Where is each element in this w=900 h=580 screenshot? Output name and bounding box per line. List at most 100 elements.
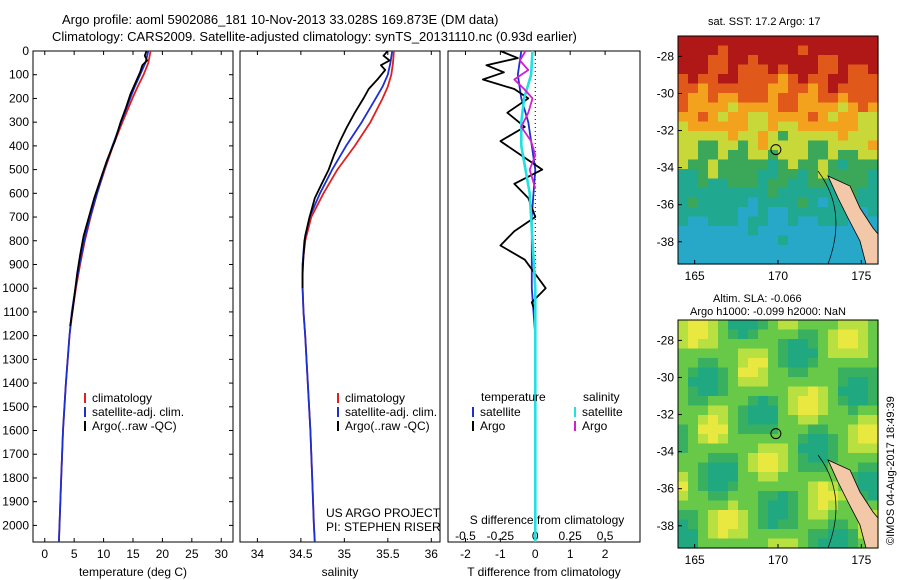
sla-map-cell [688, 415, 699, 426]
sla-map-cell [778, 434, 789, 445]
sst-map-cell [788, 36, 799, 47]
sst-map-cell [688, 55, 699, 66]
sla-map-cell [688, 529, 699, 540]
sla-map-cell [728, 339, 739, 350]
salinity-x-label: 34 [251, 547, 265, 561]
sst-map-cell [678, 188, 689, 199]
sla-map-cell [828, 386, 839, 397]
sst-map-cell [678, 74, 689, 85]
sst-map-cell [778, 64, 789, 75]
sla-map-cell [818, 472, 829, 483]
sst-map-cell [748, 64, 759, 75]
sla-map-cell [678, 415, 689, 426]
sla-map-cell [838, 339, 849, 350]
sla-map-cell [768, 415, 779, 426]
sla-map-cell [718, 529, 729, 540]
temperature-x-label: 0 [41, 547, 48, 561]
sla-map-cell [798, 320, 809, 331]
sla-map-cell [788, 415, 799, 426]
sst-map-cell [828, 235, 839, 246]
sla-map-cell [858, 481, 869, 492]
sla-map-cell [818, 424, 829, 435]
sla-map-cell [808, 358, 819, 369]
sla-map-cell [718, 329, 729, 340]
sst-map-cell [848, 169, 859, 180]
sla-map-cell [728, 377, 739, 388]
sla-map-cell [858, 367, 869, 378]
sst-map-cell [798, 64, 809, 75]
sla-map-cell [748, 453, 759, 464]
sla-map-cell [828, 529, 839, 540]
sla-map-cell [738, 320, 749, 331]
sla-map-title-1: Altim. SLA: -0.066 [713, 293, 802, 305]
sst-map-cell [788, 45, 799, 56]
sst-map-cell [678, 64, 689, 75]
sla-map-cell [758, 329, 769, 340]
sst-map-cell [758, 74, 769, 85]
sst-map-cell [848, 93, 859, 104]
sst-map-cell [798, 216, 809, 227]
sla-map-cell [758, 443, 769, 454]
sst-map-cell [778, 150, 789, 161]
sst-map-cell [728, 74, 739, 85]
sst-map-cell [818, 216, 829, 227]
salinity-line-2 [301, 50, 391, 289]
sla-map-cell [848, 339, 859, 350]
sst-map-cell [808, 197, 819, 208]
sla-map-cell [788, 462, 799, 473]
sst-map-cell [688, 83, 699, 94]
sst-map-cell [788, 83, 799, 94]
sla-map-cell [768, 519, 779, 530]
sla-map-cell [848, 396, 859, 407]
sla-map-cell [778, 443, 789, 454]
sla-map-cell [778, 367, 789, 378]
sla-map-cell [838, 329, 849, 340]
depth-tick-label: 1300 [2, 352, 29, 366]
sst-map-cell [838, 235, 849, 246]
sla-map-cell [868, 348, 879, 359]
sst-map-cell [758, 45, 769, 56]
sla-map-cell [768, 510, 779, 521]
sla-map-cell [688, 519, 699, 530]
sla-map-cell [798, 481, 809, 492]
sst-map-cell [788, 55, 799, 66]
sst-map-cell [868, 216, 879, 227]
sst-map-cell [688, 121, 699, 132]
sla-map-cell [738, 348, 749, 359]
sst-map-cell [728, 254, 739, 265]
sst-map-cell [868, 121, 879, 132]
sst-map-cell [768, 131, 779, 142]
sst-map-cell [718, 64, 729, 75]
sst-map-cell [688, 159, 699, 170]
sla-map-cell [818, 519, 829, 530]
sst-map-cell [738, 45, 749, 56]
sla-map-cell [858, 358, 869, 369]
sst-map-cell [828, 159, 839, 170]
sst-map-cell [738, 226, 749, 237]
sla-map-cell [808, 519, 819, 530]
legend-salinity-title: salinity [583, 390, 620, 404]
sla-map-cell [788, 424, 799, 435]
sst-map-cell [718, 254, 729, 265]
sst-map-cell [778, 102, 789, 113]
sla-map-cell [818, 405, 829, 416]
sla-map-cell [728, 348, 739, 359]
sla-map-cell [708, 529, 719, 540]
sla-map-cell [748, 481, 759, 492]
sla-map-cell [758, 529, 769, 540]
sla-map-cell [758, 472, 769, 483]
sla-map-cell [738, 491, 749, 502]
sla-map-cell [718, 500, 729, 511]
sst-map-cell [818, 245, 829, 256]
sst-map-cell [678, 207, 689, 218]
sla-map-cell [758, 538, 769, 549]
sla-map-cell [868, 405, 879, 416]
sst-map-cell [828, 45, 839, 56]
sla-map-cell [688, 358, 699, 369]
sst-map-cell [748, 140, 759, 151]
sst-map-cell [708, 45, 719, 56]
sla-map-cell [718, 386, 729, 397]
sla-map-cell [708, 358, 719, 369]
sst-map-cell [778, 74, 789, 85]
